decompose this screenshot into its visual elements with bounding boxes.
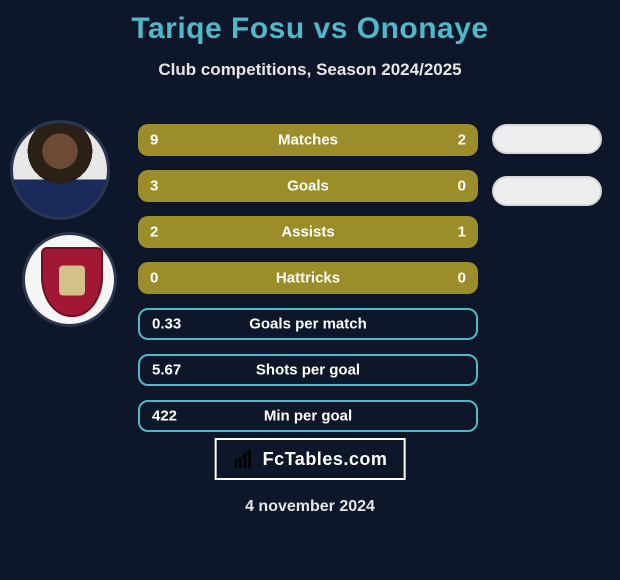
stat-row: 2 Assists 1 bbox=[138, 216, 478, 248]
crest-icon bbox=[41, 247, 99, 313]
stat-row: 5.67 Shots per goal bbox=[138, 354, 478, 386]
vs-label: vs bbox=[314, 12, 348, 45]
stat-value-right: 1 bbox=[458, 224, 466, 241]
pill-matches bbox=[492, 124, 602, 154]
stat-value-right: 0 bbox=[458, 178, 466, 195]
stat-value-left: 9 bbox=[150, 132, 158, 149]
stat-row: 422 Min per goal bbox=[138, 400, 478, 432]
player2-club-crest bbox=[22, 232, 117, 327]
stat-label: Min per goal bbox=[264, 408, 352, 425]
stat-value-left: 5.67 bbox=[152, 362, 181, 379]
branding-box: FcTables.com bbox=[215, 438, 406, 480]
brand-text: FcTables.com bbox=[263, 449, 388, 470]
stat-value-right: 0 bbox=[458, 270, 466, 287]
stat-value-left: 2 bbox=[150, 224, 158, 241]
stat-value-left: 3 bbox=[150, 178, 158, 195]
stat-row: 3 Goals 0 bbox=[138, 170, 478, 202]
stat-row: 9 Matches 2 bbox=[138, 124, 478, 156]
result-pills bbox=[492, 124, 602, 228]
stat-label: Matches bbox=[278, 132, 338, 149]
fctables-logo-icon bbox=[233, 448, 255, 470]
player1-name: Tariqe Fosu bbox=[131, 12, 304, 45]
stat-label: Shots per goal bbox=[256, 362, 360, 379]
comparison-title: Tariqe Fosu vs Ononaye bbox=[0, 12, 620, 46]
stat-label: Hattricks bbox=[276, 270, 340, 287]
date: 4 november 2024 bbox=[245, 498, 375, 516]
stat-bars: 9 Matches 2 3 Goals 0 2 Assists 1 0 Hattricks 0 0.33… bbox=[138, 124, 478, 446]
stat-label: Goals bbox=[287, 178, 329, 195]
stat-value-right: 2 bbox=[458, 132, 466, 149]
pill-goals bbox=[492, 176, 602, 206]
player1-avatar bbox=[10, 120, 110, 220]
subtitle: Club competitions, Season 2024/2025 bbox=[0, 60, 620, 80]
stat-label: Goals per match bbox=[249, 316, 367, 333]
stat-value-left: 422 bbox=[152, 408, 177, 425]
stat-value-left: 0 bbox=[150, 270, 158, 287]
stat-label: Assists bbox=[281, 224, 334, 241]
stat-row: 0.33 Goals per match bbox=[138, 308, 478, 340]
stat-value-left: 0.33 bbox=[152, 316, 181, 333]
player2-name: Ononaye bbox=[357, 12, 489, 45]
stat-row: 0 Hattricks 0 bbox=[138, 262, 478, 294]
